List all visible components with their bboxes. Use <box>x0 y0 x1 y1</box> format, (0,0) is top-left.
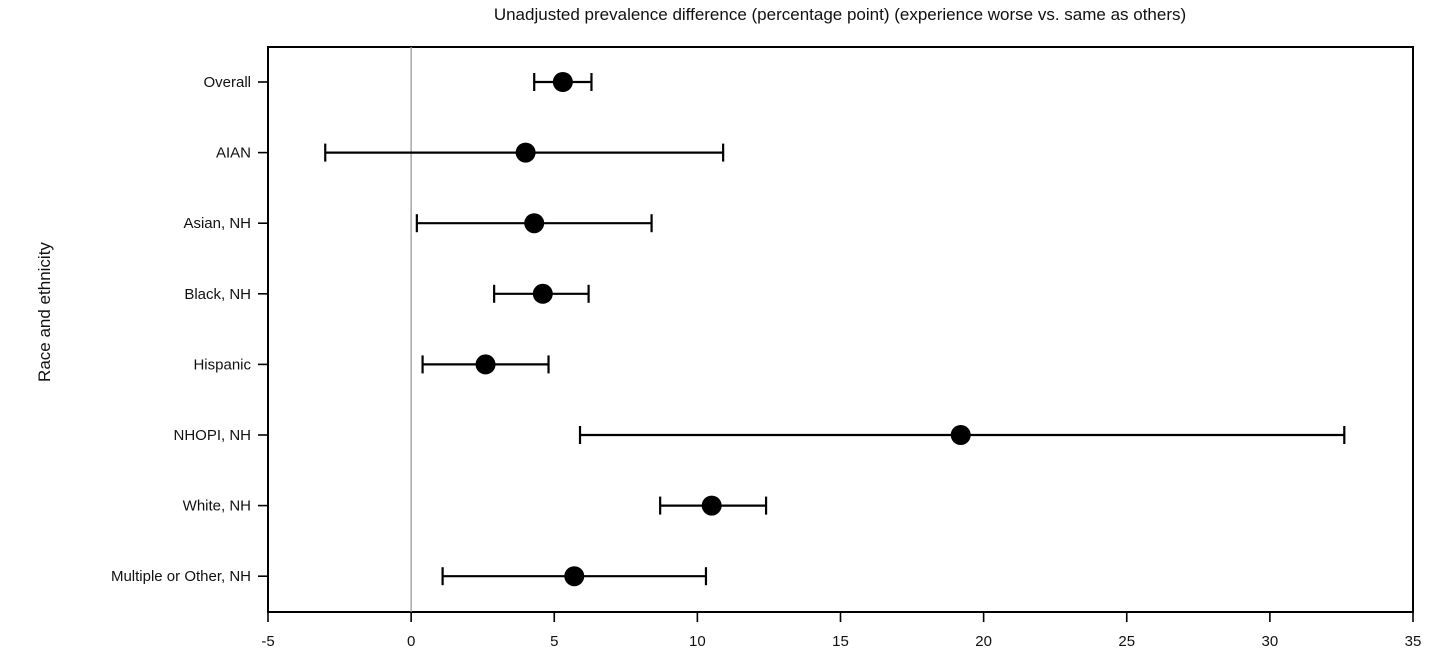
x-tick-label: -5 <box>261 633 274 650</box>
point-estimate <box>524 213 545 234</box>
x-tick-label: 15 <box>832 633 849 650</box>
y-tick-label: NHOPI, NH <box>173 427 251 444</box>
y-tick-label: Hispanic <box>193 356 251 373</box>
chart-title: Unadjusted prevalence difference (percen… <box>494 5 1186 24</box>
point-estimate <box>950 425 971 445</box>
point-estimate <box>552 72 573 92</box>
x-tick-label: 0 <box>407 633 415 650</box>
x-tick-label: 10 <box>689 633 706 650</box>
y-tick-label: AIAN <box>216 145 251 162</box>
x-tick-label: 35 <box>1405 633 1422 650</box>
x-tick-label: 25 <box>1118 633 1135 650</box>
y-tick-label: White, NH <box>183 498 251 515</box>
y-tick-label: Overall <box>203 74 251 91</box>
plot-frame <box>267 46 1414 613</box>
y-tick-label: Asian, NH <box>183 215 251 232</box>
point-estimate <box>564 566 585 587</box>
y-tick-label: Black, NH <box>184 286 251 303</box>
x-tick-label: 30 <box>1262 633 1279 650</box>
x-tick-label: 20 <box>975 633 992 650</box>
y-axis-label: Race and ethnicity <box>35 242 54 382</box>
point-estimate <box>515 142 536 163</box>
y-tick-label: Multiple or Other, NH <box>111 568 251 585</box>
point-estimate <box>701 495 722 516</box>
point-estimate <box>532 283 553 304</box>
x-tick-label: 5 <box>550 633 558 650</box>
point-estimate <box>475 354 496 375</box>
